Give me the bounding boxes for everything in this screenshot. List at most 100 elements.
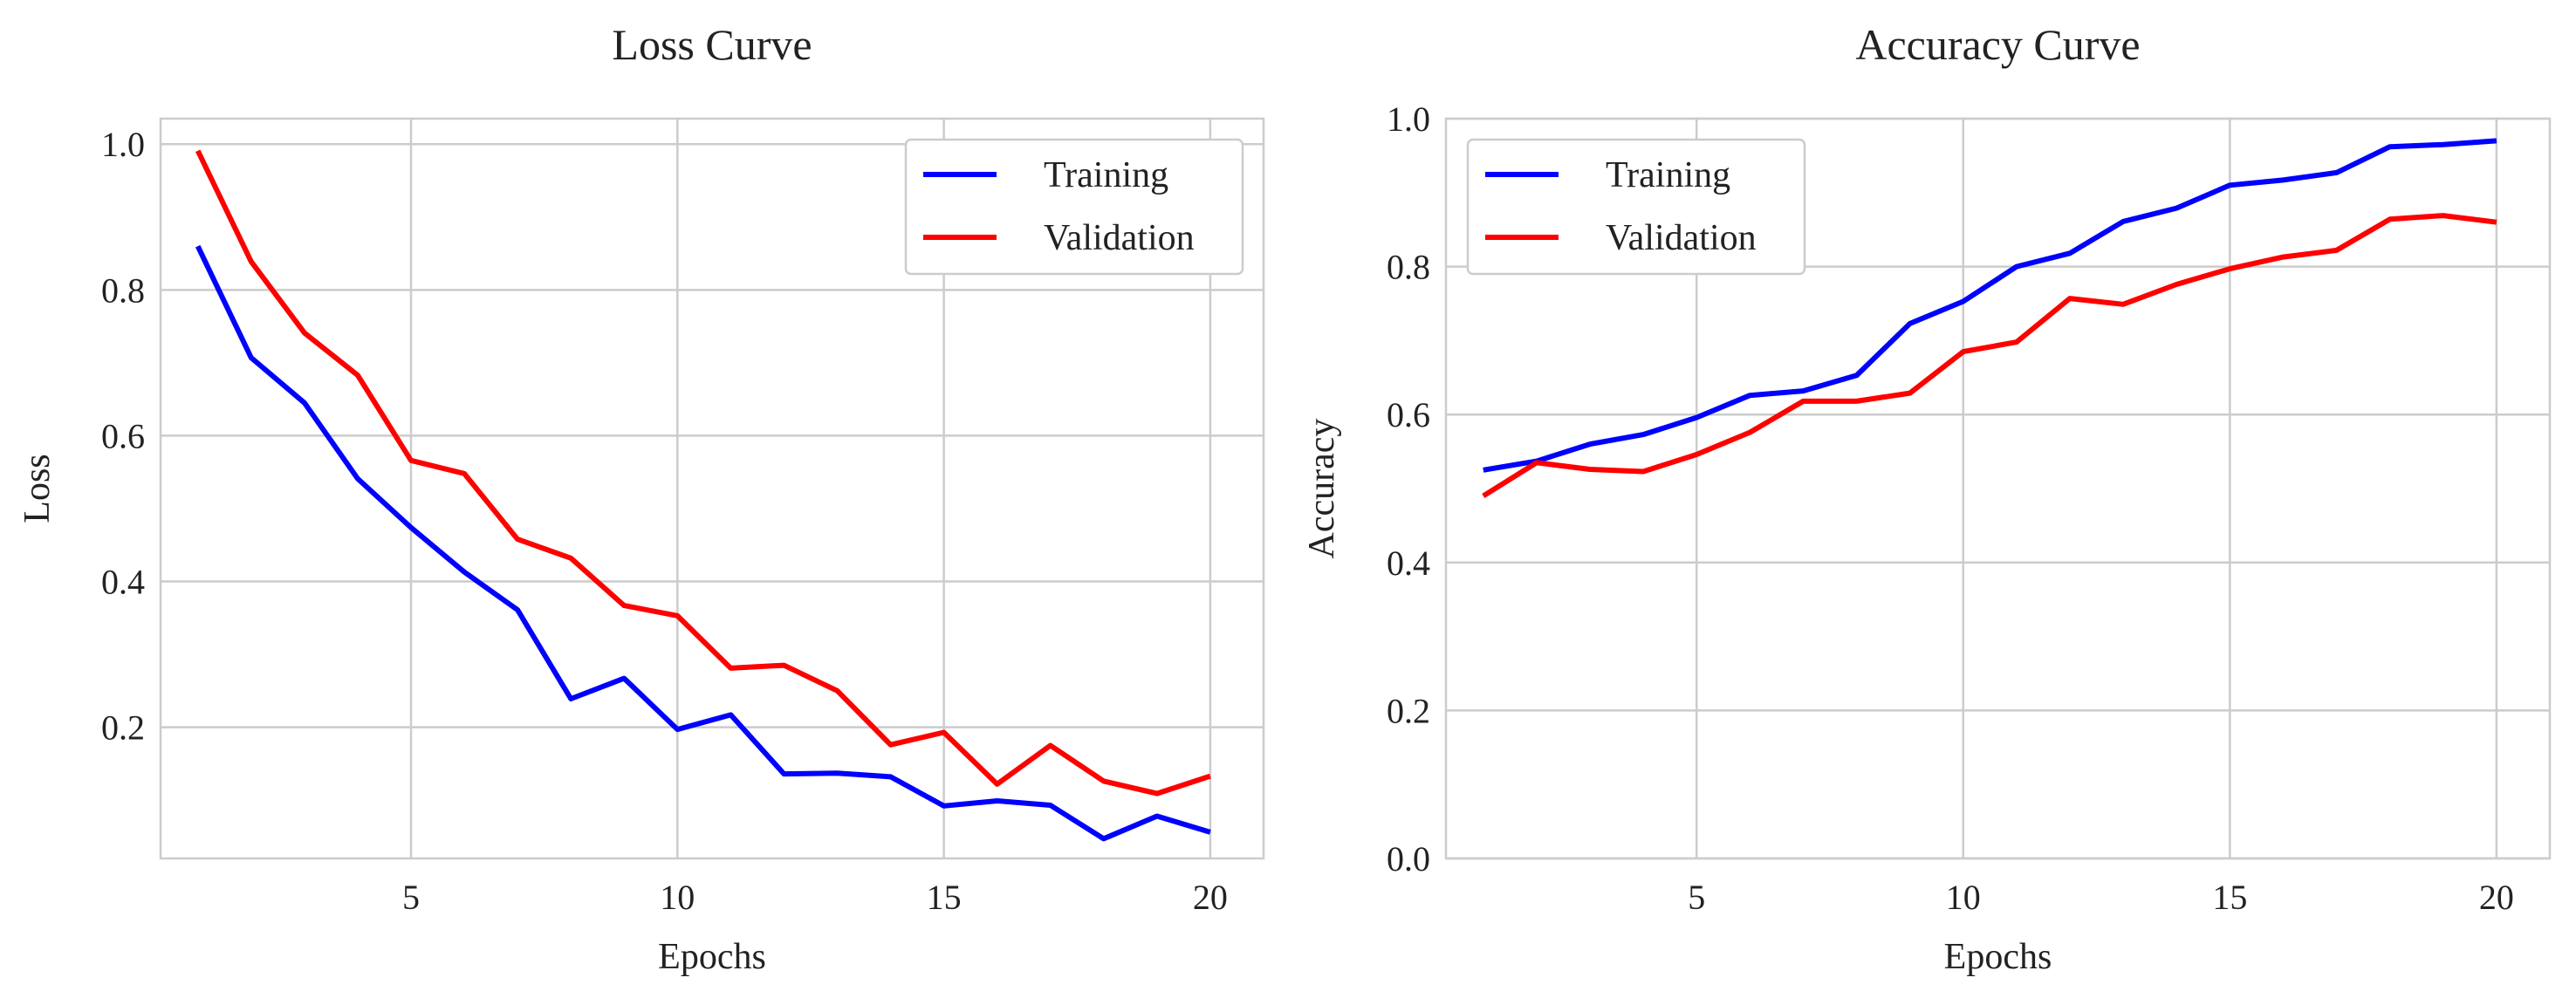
data-point-validation [1854, 399, 1860, 404]
x-tick-label: 5 [402, 878, 420, 917]
data-point-validation [1587, 467, 1593, 472]
data-point-training [1101, 836, 1106, 841]
y-tick-label: 0.2 [1387, 691, 1430, 730]
x-tick-label: 20 [2479, 878, 2514, 917]
data-point-training [2334, 170, 2340, 175]
data-point-validation [1800, 399, 1805, 404]
data-point-validation [568, 556, 573, 561]
data-point-training [2494, 138, 2499, 143]
x-tick-label: 10 [1946, 878, 1981, 917]
data-point-training [2388, 144, 2393, 149]
data-point-validation [1961, 349, 1966, 354]
data-point-validation [2388, 216, 2393, 222]
data-point-training [2280, 177, 2285, 182]
legend: Training Validation [1466, 138, 1806, 276]
data-point-training [249, 355, 254, 360]
x-axis-label: Epochs [658, 937, 766, 977]
data-point-validation [1154, 791, 1160, 796]
data-point-training [1854, 373, 1860, 378]
data-point-training [1208, 830, 1213, 835]
y-tick-label: 0.8 [101, 270, 145, 310]
data-point-validation [1101, 778, 1106, 783]
chart-title: Accuracy Curve [1855, 20, 2140, 69]
y-tick-label: 0.2 [101, 708, 145, 748]
plot-frame [1444, 117, 2552, 860]
data-point-validation [2067, 296, 2072, 301]
data-point-validation [302, 331, 307, 336]
data-point-training [2067, 250, 2072, 256]
data-point-validation [1208, 774, 1213, 779]
data-point-validation [2227, 266, 2232, 271]
data-point-training [995, 798, 1000, 803]
legend-label: Validation [1606, 218, 1757, 258]
data-point-validation [355, 373, 360, 378]
data-point-validation [834, 688, 839, 694]
data-point-validation [195, 148, 201, 154]
data-point-training [2441, 142, 2446, 147]
data-point-validation [2441, 213, 2446, 218]
data-point-validation [942, 729, 947, 735]
y-tick-label: 0.4 [1387, 544, 1430, 583]
data-point-training [2227, 182, 2232, 188]
data-point-training [195, 243, 201, 249]
data-point-validation [2494, 220, 2499, 225]
data-point-training [675, 727, 680, 732]
data-point-training [408, 525, 414, 530]
plot-frame [159, 117, 1265, 860]
y-tick-label: 0.6 [101, 416, 145, 455]
y-tick-label: 0.8 [1387, 248, 1430, 287]
data-point-training [515, 607, 520, 612]
data-point-validation [2174, 282, 2179, 287]
data-point-training [1641, 432, 1646, 437]
y-tick-label: 1.0 [101, 125, 145, 164]
legend-label: Validation [1044, 218, 1195, 258]
data-point-training [621, 676, 627, 681]
legend-label: Training [1606, 155, 1730, 195]
series-line-validation [195, 149, 1211, 796]
data-point-validation [515, 537, 520, 542]
data-point-validation [1481, 493, 1486, 498]
data-point-training [1048, 803, 1053, 808]
legend-label: Training [1044, 155, 1168, 195]
data-point-validation [781, 663, 786, 668]
data-point-training [781, 771, 786, 776]
data-point-training [1481, 468, 1486, 473]
data-point-validation [995, 782, 1000, 787]
data-point-validation [1641, 468, 1646, 474]
data-point-training [1154, 814, 1160, 819]
data-point-validation [728, 666, 733, 671]
data-point-validation [1747, 430, 1752, 435]
chart-title: Loss Curve [612, 20, 812, 69]
series-line-training [195, 244, 1211, 842]
data-point-validation [1908, 391, 1913, 396]
data-point-training [1961, 298, 1966, 304]
chart-2: 5 10 15 20 0.0 0.2 0.4 0.6 0.8 1.0 Accuracy Curve E… [1302, 20, 2552, 977]
data-point-validation [1534, 460, 1539, 465]
data-point-validation [1694, 452, 1699, 457]
data-point-validation [249, 259, 254, 264]
series-line-training [1483, 138, 2497, 473]
data-point-training [355, 476, 360, 482]
data-point-training [1587, 441, 1593, 447]
legend: Training Validation [904, 138, 1244, 276]
data-point-validation [462, 471, 467, 476]
data-point-validation [2014, 339, 2019, 345]
data-point-training [728, 712, 733, 717]
data-point-validation [1048, 743, 1053, 749]
data-point-training [2174, 206, 2179, 211]
y-tick-label: 0.4 [101, 563, 145, 602]
x-axis-label: Epochs [1944, 937, 2052, 977]
data-point-training [462, 570, 467, 575]
x-tick-label: 15 [2212, 878, 2247, 917]
data-point-validation [2120, 302, 2126, 307]
data-point-training [888, 774, 894, 779]
data-point-training [568, 696, 573, 701]
data-point-training [2120, 219, 2126, 224]
y-tick-label: 1.0 [1387, 99, 1430, 139]
x-tick-label: 10 [660, 878, 695, 917]
data-point-validation [621, 603, 627, 608]
data-point-validation [675, 613, 680, 619]
data-point-validation [2334, 248, 2340, 253]
data-point-validation [408, 458, 414, 463]
